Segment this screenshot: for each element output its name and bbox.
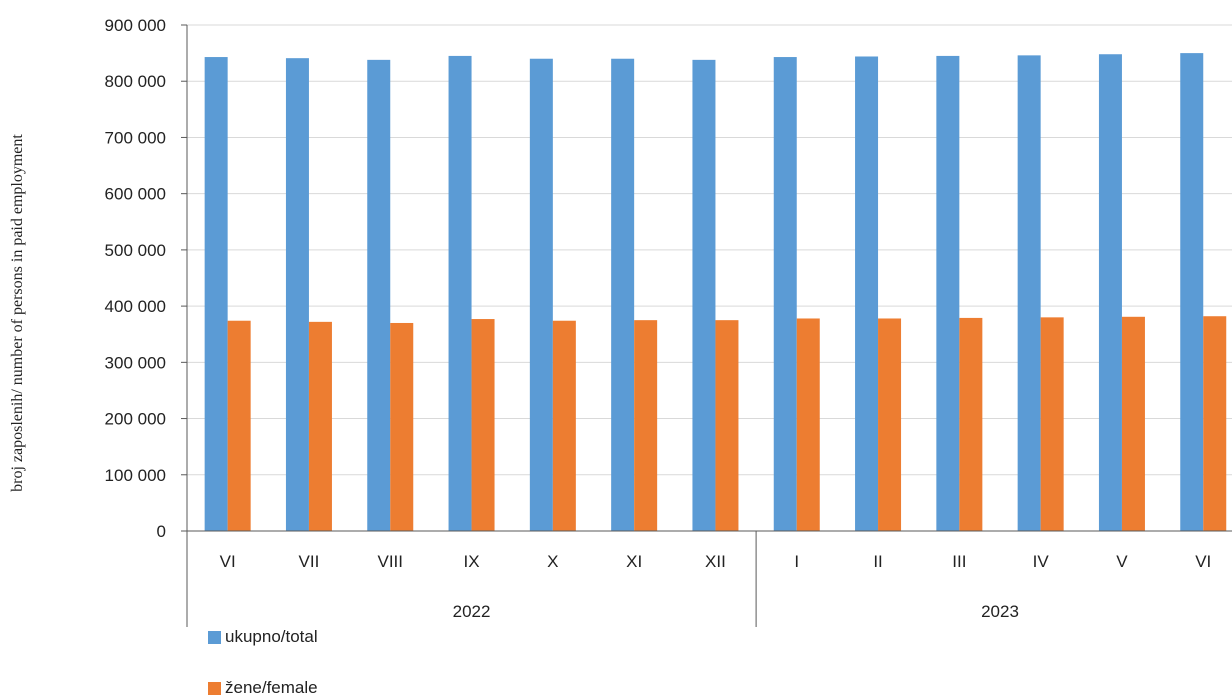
x-tick-labels: VI VII VIII IX X XI XII I II III IV V VI [220,552,1212,571]
x-tick-label: VII [299,552,320,571]
bar-female [796,318,820,531]
bar-female [715,320,739,531]
y-tick-label: 400 000 [105,297,166,316]
bar-female [1040,317,1064,531]
x-tick-label: VI [1195,552,1211,571]
x-tick-label: VIII [377,552,403,571]
bar-total [448,55,472,532]
legend-label-total: ukupno/total [225,627,318,646]
bar-total [1098,54,1122,531]
bar-total [1017,55,1041,532]
bar-female [878,318,902,531]
bar-female [1203,316,1227,531]
x-tick-label: XII [705,552,726,571]
bar-total [773,57,797,532]
bar-female [390,322,414,531]
bar-female [1121,316,1145,531]
legend-item-female: žene/female [208,678,318,698]
x-tick-label: I [794,552,799,571]
bar-female [959,317,983,531]
bar-total [204,57,228,532]
axes [181,24,1232,627]
bar-total [1180,53,1204,531]
bar-female [471,319,495,531]
legend-label-female: žene/female [225,678,318,697]
y-tick-label: 900 000 [105,16,166,35]
bar-female [227,320,251,531]
x-group-label: 2022 [453,602,491,621]
bar-female [308,321,332,531]
x-group-label: 2023 [981,602,1019,621]
x-tick-label: X [547,552,558,571]
bar-total [936,55,960,532]
y-tick-label: 700 000 [105,128,166,147]
y-tick-label: 100 000 [105,466,166,485]
x-tick-label: XI [626,552,642,571]
bar-total [855,56,879,532]
x-group-labels: 2022 2023 [453,602,1019,621]
bar-total [529,58,553,531]
y-tick-label: 500 000 [105,241,166,260]
y-tick-labels: 0 100 000 200 000 300 000 400 000 500 000 600 … [105,16,166,541]
x-tick-label: III [952,552,966,571]
x-tick-label: IV [1033,552,1050,571]
x-tick-label: VI [220,552,236,571]
legend-swatch-total [208,630,221,644]
x-tick-label: V [1116,552,1128,571]
bar-total [285,58,309,531]
y-tick-label: 800 000 [105,72,166,91]
legend-swatch-female [208,681,221,695]
y-axis-title: broj zaposlenih/ number of persons in pa… [9,134,26,492]
y-tick-label: 200 000 [105,410,166,429]
y-tick-label: 600 000 [105,185,166,204]
x-tick-label: IX [464,552,480,571]
bar-female [634,320,658,531]
bar-total [611,58,635,531]
x-tick-label: II [873,552,882,571]
y-tick-label: 300 000 [105,353,166,372]
y-tick-label: 0 [157,522,166,541]
legend-item-total: ukupno/total [208,627,318,647]
bar-total [367,59,391,531]
bar-female [552,320,576,531]
bars [204,53,1227,532]
bar-total [692,59,716,531]
